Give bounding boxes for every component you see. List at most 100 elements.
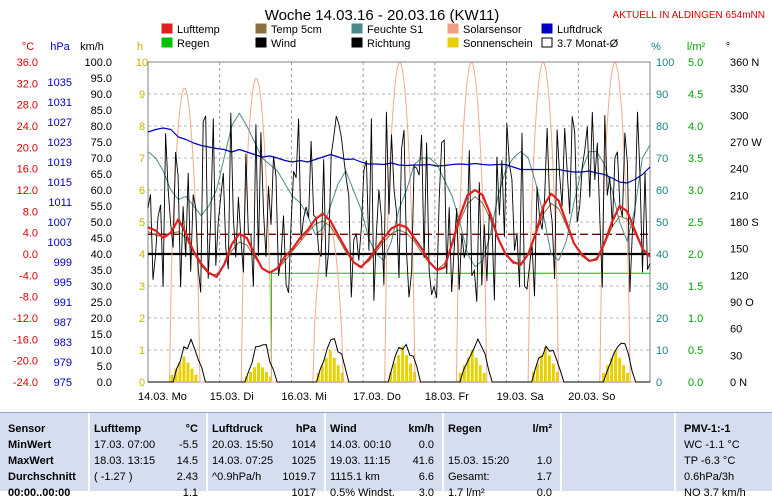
sunshine-bar [178,362,182,382]
stats-luftdruck: Luftdruck hPa 20.03. 15:50 1014 14.03. 0… [208,413,326,499]
stats-luftdruck-avg: 1019.7 [282,471,316,483]
tick-label-temp_c: 28.0 [17,100,38,112]
tick-label-wind_kmh: 85.0 [91,105,112,117]
legend-label: Feuchte S1 [367,24,423,36]
sunshine-bar [261,367,265,382]
stats-regen: Regen l/m² 15.03. 15:20 1.0 Gesamt: 1.7 … [444,413,562,499]
tick-label-temp_c: -16.0 [13,334,38,346]
legend-swatch [161,37,173,48]
tick-label-sunshine_h: 0 [139,377,145,389]
sunshine-bar [458,372,462,382]
sunshine-bar [543,346,547,382]
sunshine-bar [269,376,273,382]
tick-label-temp_c: 8.0 [23,206,38,218]
tick-label-temp_c: -8.0 [19,292,38,304]
tick-label-sunshine_h: 10 [136,57,148,69]
tick-label-pressure_hpa: 991 [54,297,72,309]
tick-label-pressure_hpa: 1011 [48,197,72,209]
tick-label-wind_kmh: 90.0 [91,89,112,101]
stats-wind-max-time: 19.03. 11:15 [330,455,391,467]
stats-pmv-trend: 0.6hPa/3h [684,471,735,483]
x-tick-label: 18.03. Fr [425,391,469,403]
tick-label-wind_kmh: 45.0 [91,233,112,245]
stats-pmv: PMV-1:-1 WC -1.1 °C TP -6.3 °C 0.6hPa/3h… [676,413,772,499]
legend-label: Solarsensor [463,24,522,36]
tick-label-wind_kmh: 60.0 [91,185,112,197]
legend-swatch [255,37,267,48]
x-axis-labels: 14.03. Mo 15.03. Di 16.03. Mi 17.03. Do 18.0… [138,391,615,403]
tick-label-pressure_hpa: 1015 [48,177,72,189]
tick-label-humidity_pct: 60 [656,185,668,197]
sunshine-bar [482,372,486,382]
tick-label-pressure_hpa: 1035 [48,77,72,89]
tick-label-wind_kmh: 95.0 [91,73,112,85]
sunshine-bar [470,350,474,382]
tick-label-humidity_pct: 0 [656,377,662,389]
legend-label: Temp 5cm [271,24,322,36]
tick-label-direction: 120 [730,270,748,282]
stats-lufttemp-min: -5.5 [179,439,198,451]
x-tick-label: 20.03. So [568,391,615,403]
sunshine-bar [478,365,482,382]
tick-label-direction: 360 N [730,57,759,69]
tick-label-sunshine_h: 3 [139,281,145,293]
chart-title: Woche 14.03.16 - 20.03.16 (KW11) [265,7,500,24]
tick-label-direction: 90 O [730,297,754,309]
sunshine-bar [182,356,186,382]
tick-label-sunshine_h: 8 [139,121,145,133]
tick-label-direction: 30 [730,350,742,362]
legend-swatch [447,23,459,34]
stats-wind-min-time: 14.03. 00:10 [330,439,392,451]
tick-label-pressure_hpa: 1019 [48,157,72,169]
legend-swatch [161,23,173,34]
stats-luftdruck-current: 1017 [291,487,316,499]
tick-label-direction: 60 [730,324,742,336]
sunshine-bar [336,365,340,382]
tick-label-sunshine_h: 1 [139,345,145,357]
stats-regen-total: 1.7 [536,471,552,483]
sunshine-bar [535,363,539,382]
sunshine-bar [462,365,466,382]
stats-luftdruck-unit: hPa [295,423,316,435]
tick-label-temp_c: 4.0 [23,228,38,240]
sunshine-bar [551,363,555,382]
tick-label-wind_kmh: 10.0 [91,345,112,357]
tick-label-rain_lm2: 0.0 [688,377,703,389]
tick-label-wind_kmh: 40.0 [91,249,112,261]
sunshine-bar [539,355,543,382]
tick-label-temp_c: -12.0 [13,313,38,325]
axes: 36.032.028.024.020.016.012.08.04.00.0-4.… [13,57,762,389]
tick-label-temp_c: 36.0 [17,57,38,69]
stats-row-label: MinWert [8,439,52,451]
sunshine-bar [194,374,198,382]
stats-row-label: 00:00..00:00 [8,487,71,499]
sunshine-bar [397,355,401,382]
tick-label-wind_kmh: 30.0 [91,281,112,293]
sunshine-bar [320,365,324,382]
tick-label-wind_kmh: 50.0 [91,217,112,229]
stats-lufttemp: Lufttemp °C 17.03. 07:00 -5.5 18.03. 13:… [90,413,208,499]
legend-swatch [351,37,363,48]
unit-direction: ° [726,41,730,53]
stats-lufttemp-avg: 2.43 [176,471,198,483]
stats-luftdruck-header: Luftdruck [212,423,263,435]
sunshine-bar [389,371,393,382]
tick-label-direction: 150 [730,244,748,256]
tick-label-direction: 300 [730,110,748,122]
feuchte-line [147,112,651,268]
tick-label-direction: 240 [730,164,748,176]
x-tick-label: 19.03. Sa [497,391,545,403]
tick-label-pressure_hpa: 987 [54,317,72,329]
sunshine-bar [618,357,622,382]
tick-label-wind_kmh: 0.0 [97,377,112,389]
sunshine-bar [174,368,178,382]
stats-wind-avg: 6.6 [418,471,434,483]
sunshine-bar [245,376,249,382]
stats-luftdruck-max: 1025 [291,455,316,467]
tick-label-pressure_hpa: 1003 [48,237,72,249]
legend-label: Sonnenschein [463,38,533,50]
stats-spacer [562,413,676,491]
sunshine-bar [257,362,261,382]
tick-label-humidity_pct: 50 [656,217,668,229]
stats-lufttemp-max: 14.5 [176,455,198,467]
